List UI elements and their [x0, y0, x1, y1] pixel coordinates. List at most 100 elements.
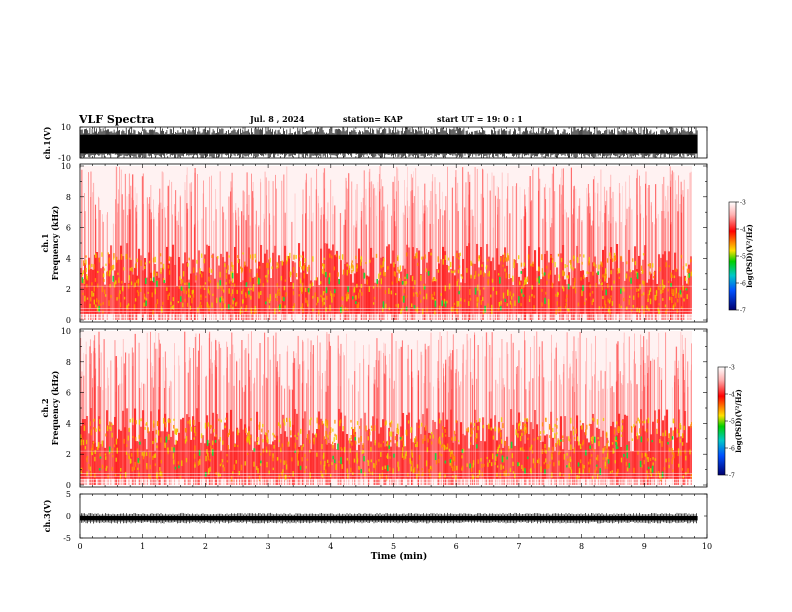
spectrogram-hotspot: [276, 283, 278, 287]
spectrogram-hotspot: [562, 474, 565, 477]
spectrogram-hotspot: [488, 423, 490, 430]
spectrogram-hotspot: [405, 252, 408, 257]
spectrogram-peak: [179, 296, 182, 302]
spectrogram-hotspot: [137, 282, 140, 287]
spectrogram-band: [356, 263, 359, 314]
spectrogram-band: [498, 264, 501, 314]
spectrogram-hotspot: [392, 468, 394, 475]
spectrogram-band: [212, 412, 215, 479]
spectrogram-hotspot: [358, 472, 360, 475]
spectrogram-hotspot: [246, 435, 249, 441]
spectrogram-hotspot: [154, 288, 157, 295]
spectrogram-band: [104, 447, 107, 479]
spectrogram-hotspot: [470, 422, 472, 425]
spectrogram-hotspot: [545, 450, 547, 454]
spectrogram-hotspot: [258, 424, 261, 430]
spectrogram-hotspot: [543, 461, 545, 465]
spectrogram-hotspot: [472, 475, 475, 480]
spectrogram-band: [508, 279, 511, 314]
spectrogram-hotspot: [306, 266, 309, 272]
spectrogram-band: [682, 433, 685, 479]
spectrogram-hotspot: [411, 452, 414, 458]
spectrogram-band: [158, 277, 161, 314]
spectrogram-hotspot: [456, 465, 458, 471]
spectrogram-band: [630, 271, 633, 314]
frequency-tick-label: 8: [66, 358, 71, 367]
spectrogram-hotspot: [561, 285, 564, 289]
spectrogram-band: [514, 259, 517, 314]
spectrogram-hotspot: [365, 425, 367, 432]
spectrogram-band: [666, 260, 669, 314]
spectrogram-band: [334, 255, 337, 314]
spectrogram-hotspot: [259, 462, 262, 466]
spectrogram-hotspot: [533, 305, 535, 310]
spectrogram-hotspot: [682, 475, 684, 479]
spectrogram-hotspot: [232, 277, 234, 284]
spectrogram-hotspot: [289, 271, 292, 278]
spectrogram-hotspot: [541, 422, 544, 427]
spectrogram-hotspot: [453, 455, 456, 462]
spectrogram-hotspot: [582, 439, 585, 445]
spectrogram-hotspot: [187, 420, 189, 424]
spectrogram-band: [308, 430, 311, 479]
spectrogram-hotspot: [335, 434, 338, 440]
spectrogram-peak: [626, 444, 628, 451]
spectrogram-hotspot: [588, 257, 590, 263]
spectrogram-hotspot: [82, 260, 85, 266]
spectrogram-hotspot: [325, 418, 327, 422]
spectrogram-hotspot: [265, 278, 268, 281]
spectrogram-hotspot: [448, 448, 451, 452]
spectrogram-band: [246, 434, 249, 479]
spectrogram-hotspot: [530, 444, 533, 448]
spectrogram-band: [526, 419, 529, 479]
spectrogram-band: [368, 428, 371, 479]
spectrogram-hotspot: [540, 466, 542, 473]
spectrogram-hotspot: [518, 423, 521, 426]
spectrogram-hotspot: [521, 429, 523, 432]
spectrogram-hotspot: [278, 474, 280, 481]
spectrogram-hotspot: [429, 435, 431, 439]
spectrogram-hotspot: [312, 295, 314, 299]
spectrogram-hotspot: [102, 310, 104, 314]
spectrogram-band: [578, 263, 581, 314]
spectrogram-band: [158, 409, 161, 479]
spectrogram-hotspot: [574, 277, 576, 284]
spectrogram-band: [614, 261, 617, 314]
spectrogram-band: [244, 265, 247, 314]
spectrogram-hotspot: [182, 302, 184, 308]
spectrogram-hotspot: [346, 290, 349, 297]
spectrogram-hotspot: [174, 428, 176, 434]
spectrogram-hotspot: [86, 455, 89, 459]
spectrogram-hotspot: [301, 303, 304, 309]
spectrogram-hotspot: [322, 455, 325, 460]
spectrogram-hotspot: [683, 298, 685, 302]
spectrogram-hotspot: [617, 425, 620, 430]
spectrogram-hotspot: [656, 419, 659, 424]
spectrogram-hotspot: [677, 453, 679, 457]
spectrogram-hotspot: [207, 455, 210, 461]
spectrogram-hotspot: [84, 295, 86, 302]
spectrogram-hotspot: [676, 309, 678, 313]
spectrogram-hotspot: [541, 449, 544, 455]
spectrogram-band: [694, 277, 696, 313]
spectrogram-hotspot: [91, 263, 93, 268]
spectrogram-peak: [145, 300, 147, 306]
spectrogram-peak: [544, 469, 546, 475]
spectrogram-band: [380, 257, 383, 314]
spectrogram-hotspot: [556, 440, 559, 445]
spectrogram-hotspot: [478, 470, 481, 476]
spectrogram-hotspot: [113, 282, 116, 288]
spectrogram-hotspot: [367, 436, 369, 441]
spectrogram-band: [642, 259, 645, 314]
spectrogram-hotspot: [596, 454, 599, 461]
spectrogram-hotspot: [694, 444, 695, 446]
spectrogram-hotspot: [551, 452, 553, 457]
spectrogram-hotspot: [203, 258, 205, 264]
spectrogram-hotspot: [649, 263, 652, 269]
spectrogram-band: [88, 433, 91, 479]
spectrogram-band: [200, 442, 203, 479]
spectrogram-hotspot: [421, 468, 424, 471]
spectrogram-hotspot: [303, 470, 306, 474]
spectrogram-hotspot: [473, 427, 475, 431]
spectrogram-peak: [98, 468, 101, 471]
